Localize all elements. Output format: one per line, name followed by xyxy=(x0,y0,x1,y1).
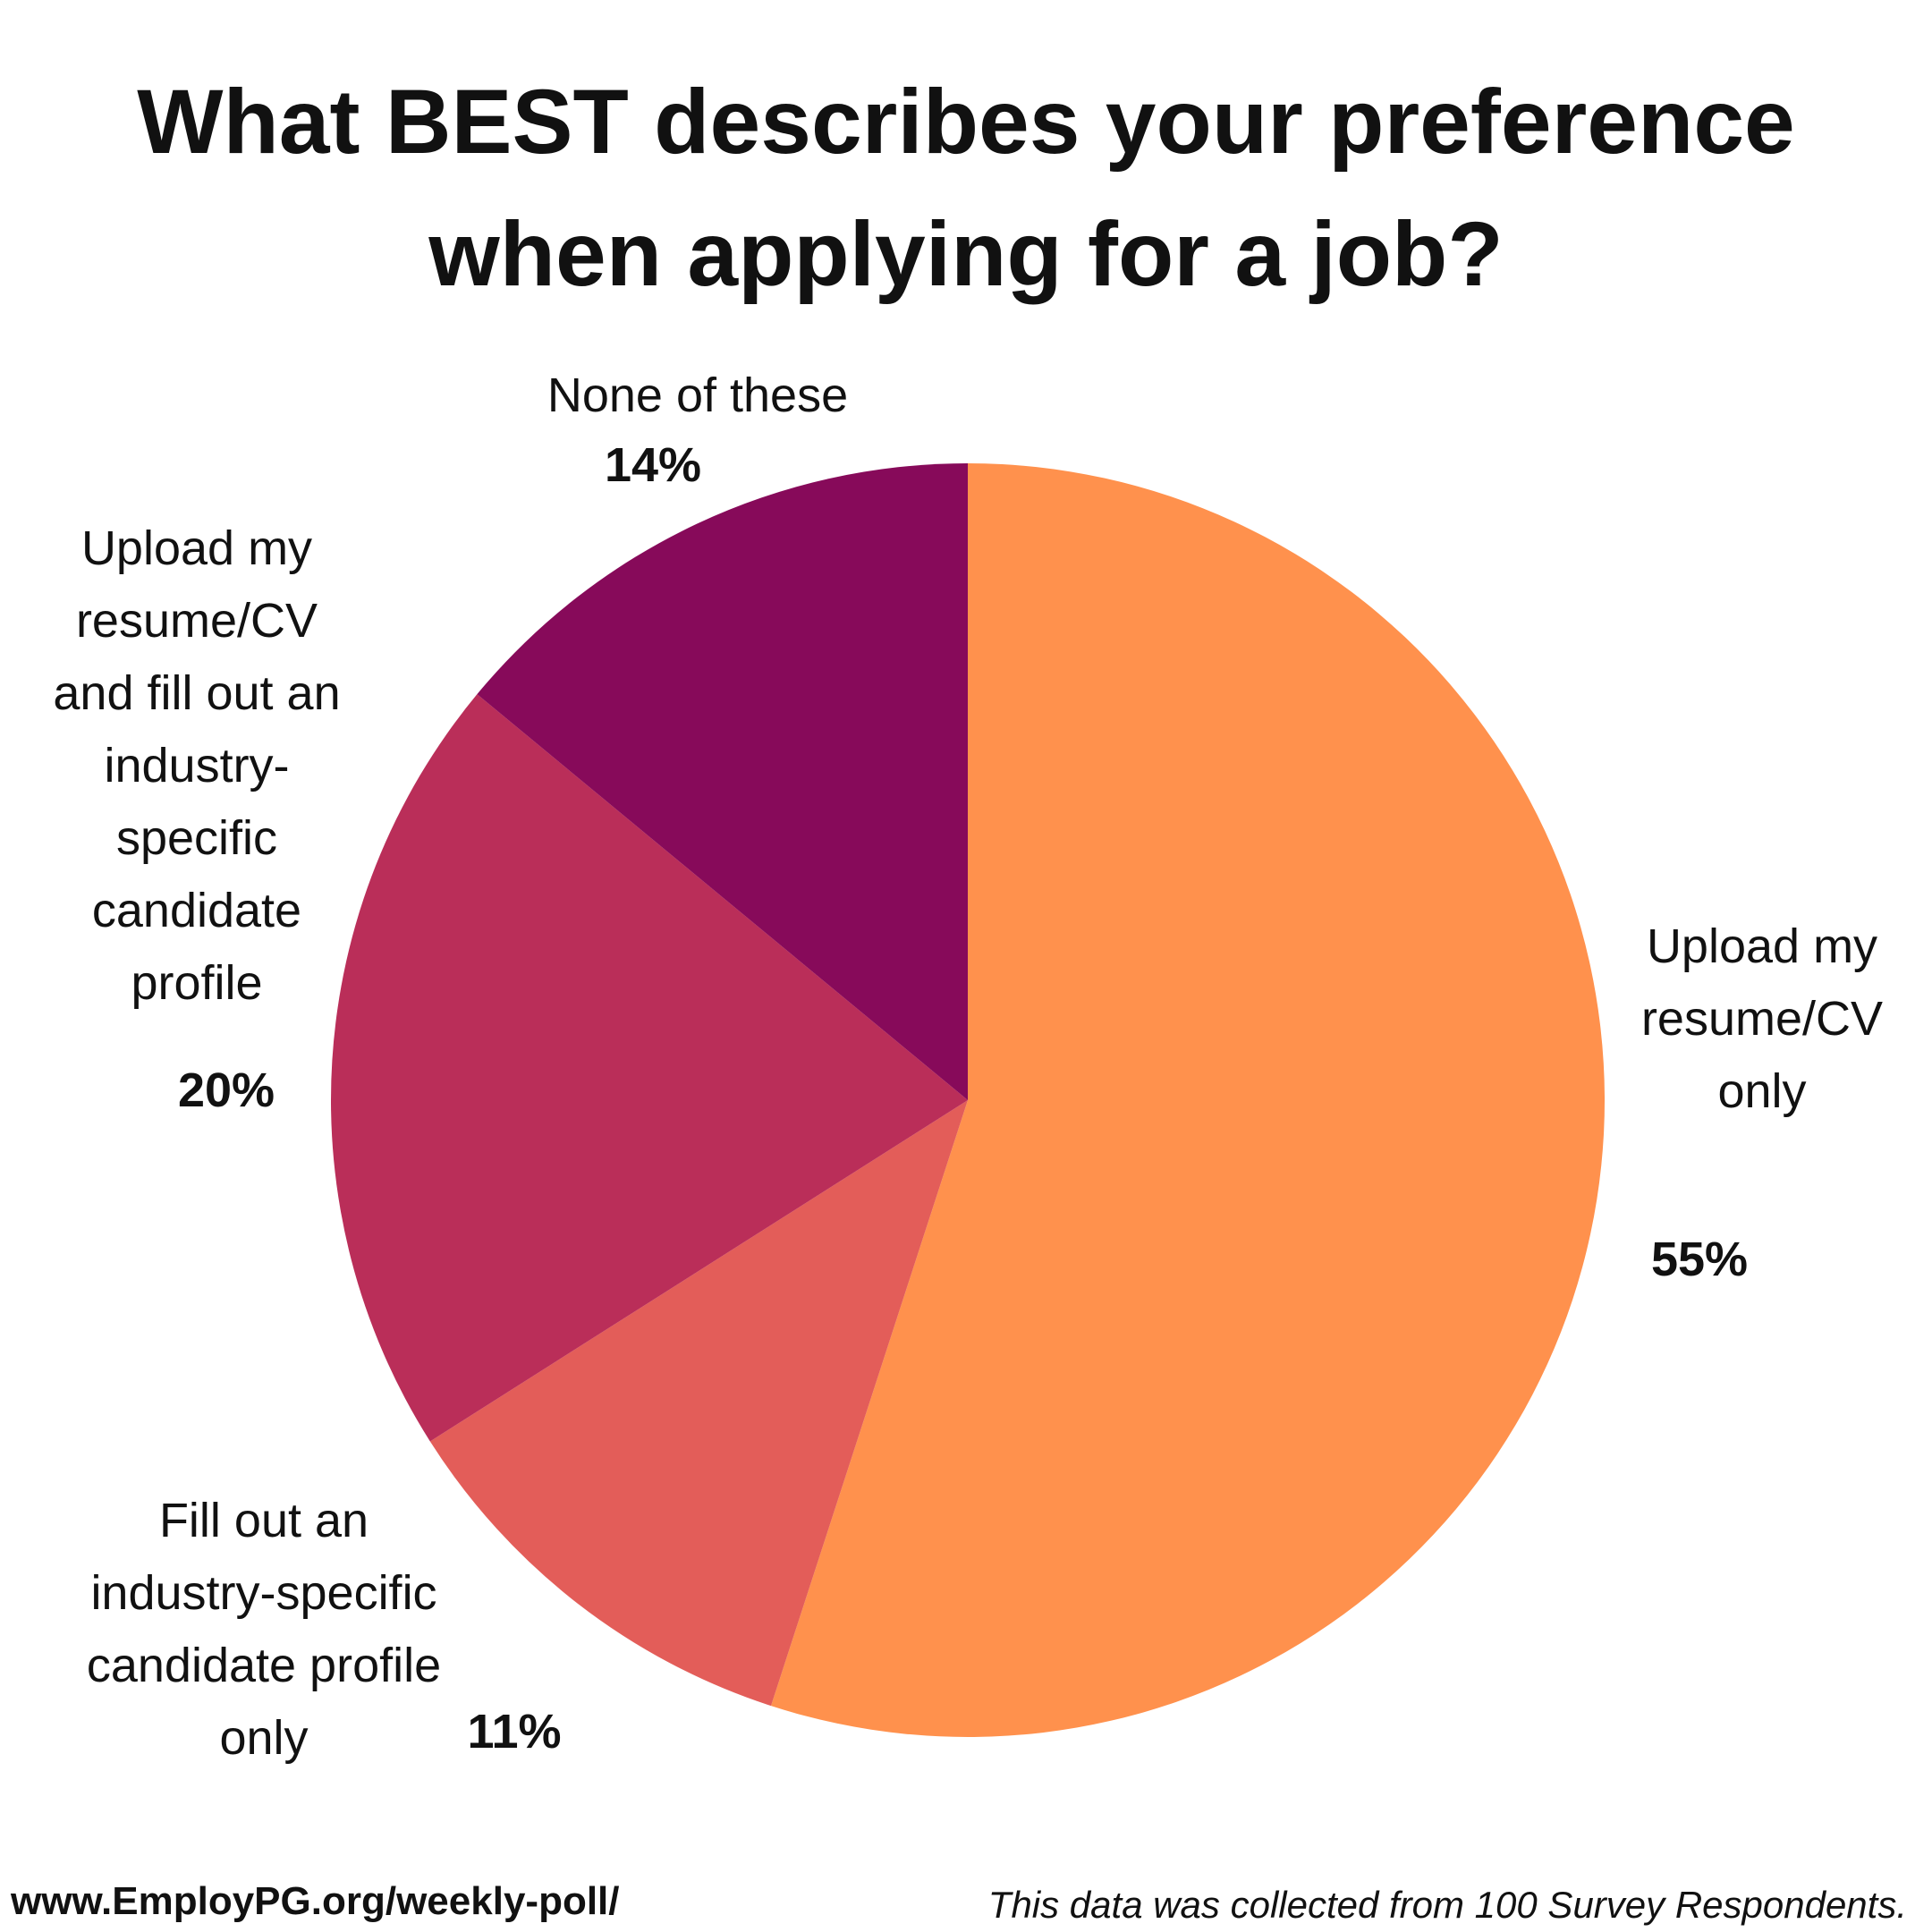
chart-title: What BEST describes your preference when… xyxy=(0,55,1932,320)
slice-none xyxy=(477,463,968,1100)
footer-url: www.EmployPG.org/weekly-poll/ xyxy=(11,1879,620,1923)
chart-title-line-1: What BEST describes your preference xyxy=(137,71,1795,173)
footer-note: This data was collected from 100 Survey … xyxy=(987,1884,1907,1926)
slice-label-upload-only: Upload my resume/CV only xyxy=(1640,919,1884,1118)
slice-percent-upload-only: 55% xyxy=(1650,1233,1749,1286)
slice-fill-only xyxy=(429,1100,969,1707)
slice-upload-and-fill xyxy=(330,694,968,1442)
slice-label-none: None of these xyxy=(547,369,849,422)
chart-title-line-2: when applying for a job? xyxy=(428,203,1504,305)
slice-percent-upload-and-fill: 20% xyxy=(177,1063,275,1117)
slice-upload-only xyxy=(770,463,1606,1737)
slice-percent-fill-only: 11% xyxy=(467,1705,562,1758)
slice-label-fill-only: Fill out an industry-specific candidate … xyxy=(86,1494,442,1765)
slice-percent-none: 14% xyxy=(604,438,702,492)
slice-label-upload-and-fill: Upload my resume/CV and fill out an indu… xyxy=(53,521,341,1010)
